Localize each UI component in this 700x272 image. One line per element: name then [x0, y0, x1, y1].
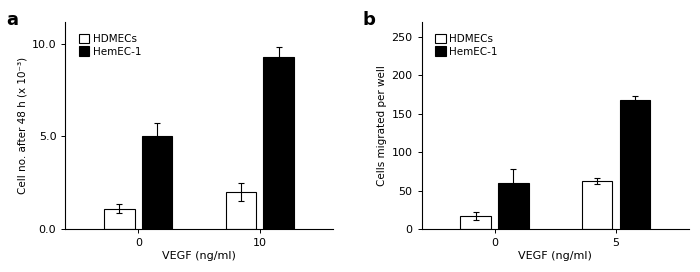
Bar: [620, 100, 650, 229]
X-axis label: VEGF (ng/ml): VEGF (ng/ml): [162, 251, 236, 261]
Bar: [461, 216, 491, 229]
Bar: [142, 137, 172, 229]
Text: b: b: [363, 11, 376, 29]
Text: a: a: [6, 11, 19, 29]
Bar: [104, 209, 134, 229]
Legend: HDMECs, HemEC-1: HDMECs, HemEC-1: [432, 31, 500, 60]
Bar: [263, 57, 294, 229]
Y-axis label: Cells migrated per well: Cells migrated per well: [377, 65, 387, 186]
Bar: [582, 181, 612, 229]
Bar: [225, 192, 256, 229]
Y-axis label: Cell no. after 48 h (x 10⁻³): Cell no. after 48 h (x 10⁻³): [18, 57, 27, 194]
Legend: HDMECs, HemEC-1: HDMECs, HemEC-1: [76, 31, 144, 60]
X-axis label: VEGF (ng/ml): VEGF (ng/ml): [518, 251, 592, 261]
Bar: [498, 183, 528, 229]
